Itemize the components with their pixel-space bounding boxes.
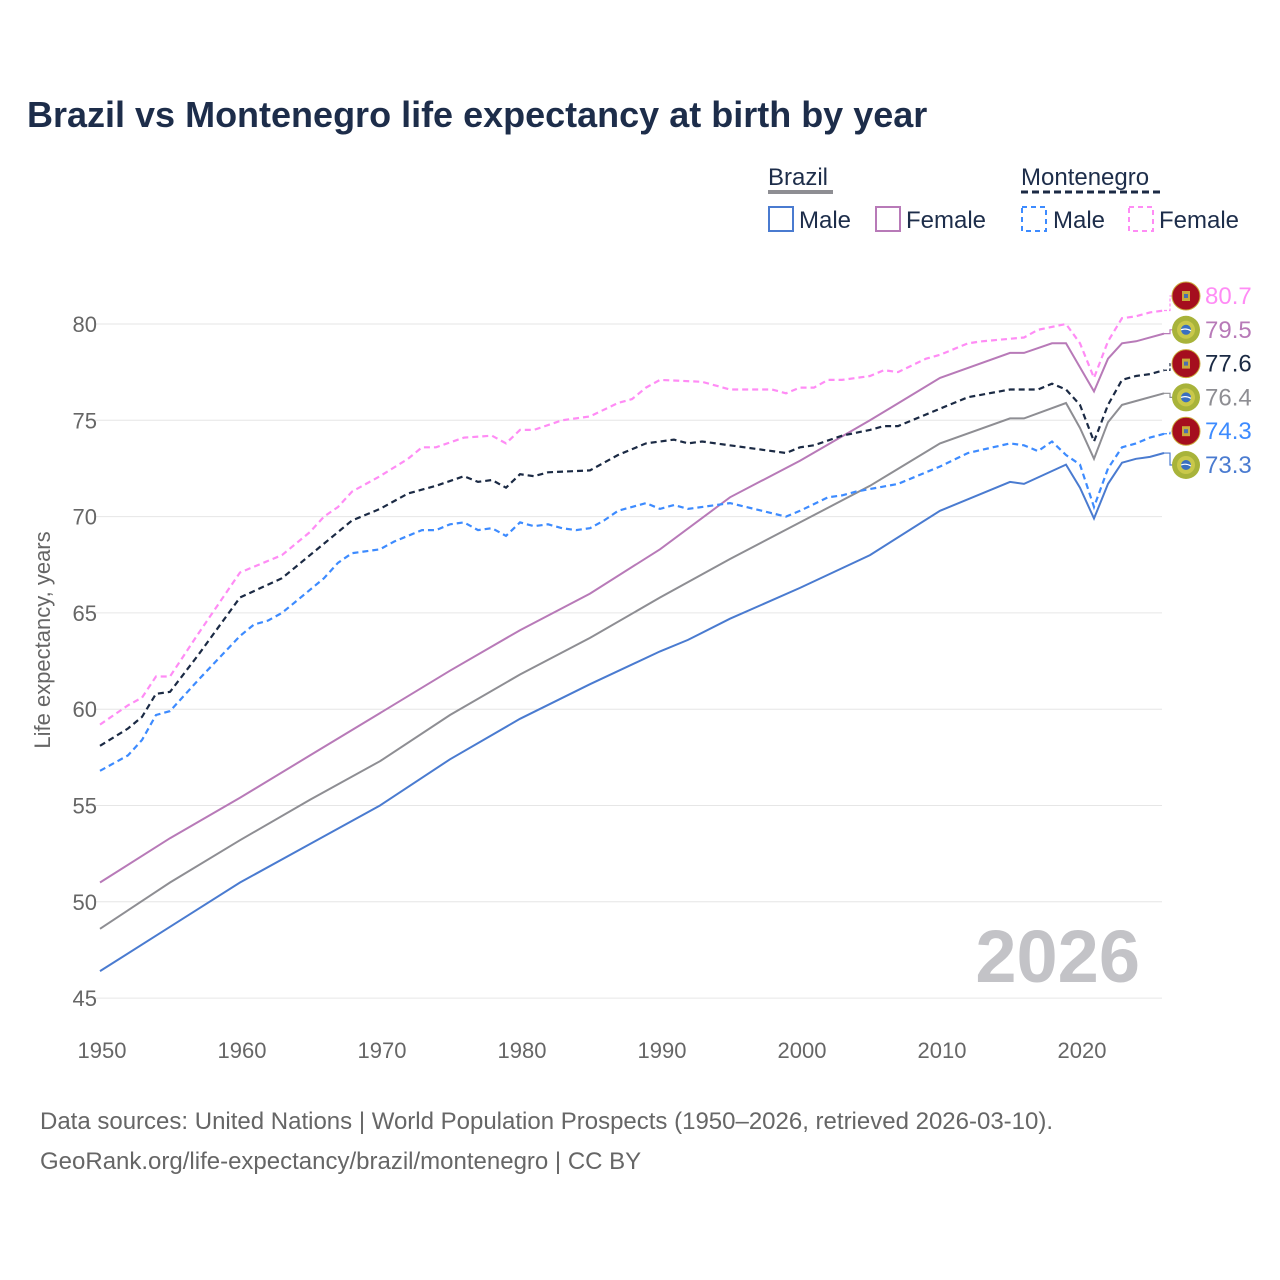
- series-line-brazil: [99, 392, 1165, 930]
- legend-brazil-female[interactable]: Female: [906, 207, 986, 234]
- source-line: Data sources: United Nations | World Pop…: [40, 1108, 1054, 1135]
- end-value-label: 77.6: [1205, 351, 1252, 378]
- legend-montenegro-female[interactable]: Female: [1159, 207, 1239, 234]
- end-value-label: 76.4: [1205, 384, 1252, 411]
- x-tick-label: 2020: [1058, 1038, 1107, 1063]
- x-tick-label: 1990: [638, 1038, 687, 1063]
- legend-brazil-female-swatch: [875, 206, 901, 232]
- x-tick-label: 1950: [78, 1038, 127, 1063]
- x-tick-label: 1970: [358, 1038, 407, 1063]
- x-tick-label: 1960: [218, 1038, 267, 1063]
- montenegro-flag-icon: [1171, 349, 1201, 379]
- legend-brazil-male-swatch: [768, 206, 794, 232]
- series-line-montenegro-female: [99, 309, 1165, 726]
- end-value-label: 74.3: [1205, 418, 1252, 445]
- y-axis-label: Life expectancy, years: [30, 531, 55, 748]
- end-value-label: 80.7: [1205, 283, 1252, 310]
- chart-title: Brazil vs Montenegro life expectancy at …: [27, 94, 928, 135]
- end-value-label: 79.5: [1205, 317, 1252, 344]
- brazil-flag-icon: [1172, 383, 1200, 412]
- brazil-flag-icon: [1172, 451, 1200, 479]
- end-label-connector: [1164, 295, 1176, 312]
- y-tick-label: 65: [73, 601, 97, 626]
- source-url[interactable]: GeoRank.org/life-expectancy/brazil/monte…: [40, 1148, 642, 1175]
- montenegro-flag-icon: [1171, 416, 1201, 446]
- y-tick-label: 80: [73, 312, 97, 337]
- series-line-brazil-male: [99, 452, 1165, 972]
- x-tick-label: 2010: [918, 1038, 967, 1063]
- legend-montenegro-female-swatch: [1128, 206, 1154, 232]
- y-tick-label: 70: [73, 505, 97, 530]
- legend-group-montenegro: Montenegro: [1021, 164, 1149, 191]
- legend-brazil-male[interactable]: Male: [799, 207, 851, 234]
- legend-montenegro-male-swatch: [1021, 206, 1047, 232]
- y-tick-label: 45: [73, 986, 97, 1011]
- x-tick-label: 1980: [498, 1038, 547, 1063]
- series-line-brazil-female: [99, 332, 1165, 884]
- year-watermark: 2026: [975, 915, 1140, 998]
- legend-montenegro-male[interactable]: Male: [1053, 207, 1105, 234]
- y-tick-label: 50: [73, 890, 97, 915]
- y-tick-label: 75: [73, 408, 97, 433]
- y-tick-label: 60: [73, 697, 97, 722]
- end-value-label: 73.3: [1205, 452, 1252, 479]
- brazil-flag-icon: [1172, 315, 1200, 344]
- y-tick-label: 55: [73, 794, 97, 819]
- x-tick-label: 2000: [778, 1038, 827, 1063]
- series-line-montenegro: [99, 369, 1165, 747]
- montenegro-flag-icon: [1171, 281, 1201, 311]
- series-line-montenegro-male: [99, 432, 1165, 772]
- legend: Brazil Male Female Montenegro Male Femal…: [768, 164, 1239, 234]
- legend-group-brazil: Brazil: [768, 164, 828, 191]
